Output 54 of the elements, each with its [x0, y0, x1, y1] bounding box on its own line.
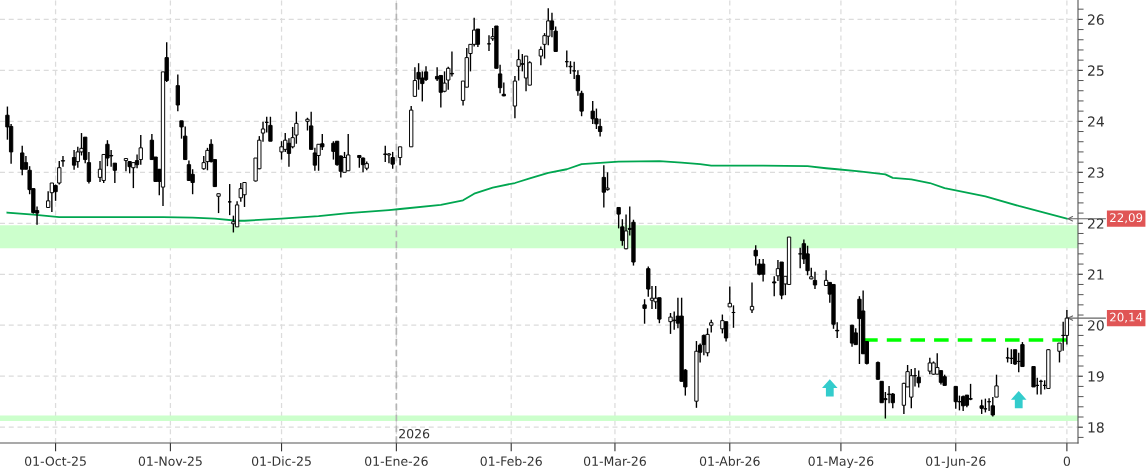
x-tick-label: 01-Ene-26: [365, 456, 428, 466]
candlestick: [123, 157, 129, 172]
x-tick-label: 01-Nov-25: [138, 456, 202, 466]
y-tick-label: 26: [1088, 14, 1104, 25]
y-tick-label: 20: [1088, 320, 1104, 331]
candlestick: [909, 368, 914, 410]
x-tick-label: 01-Oct-25: [25, 456, 86, 466]
candlestick: [346, 133, 351, 172]
candlestick: [238, 182, 243, 203]
candlestick: [812, 271, 818, 290]
candlestick: [449, 50, 455, 78]
candlestick: [749, 281, 755, 314]
candlestick: [175, 73, 180, 112]
candlestick: [705, 327, 710, 358]
candlestick: [953, 385, 958, 410]
candlestick: [331, 140, 336, 161]
y-tick-label: 22: [1088, 218, 1104, 229]
candlestick: [668, 312, 673, 335]
y-tick-label: 21: [1088, 269, 1104, 280]
y-tick-label: 25: [1088, 65, 1104, 76]
candlestick: [601, 164, 606, 209]
candlestick: [242, 181, 247, 208]
x-tick-label: 0: [1063, 456, 1071, 466]
x-tick-label: 01-Dic-25: [251, 456, 311, 466]
annotation: 20,14: [1110, 312, 1143, 323]
ref-line-label: 2026: [399, 428, 430, 439]
x-tick-label: 01-Mar-26: [583, 456, 646, 466]
candlestick: [590, 100, 595, 125]
annotation: 22,09: [1110, 213, 1143, 224]
y-tick-label: 23: [1088, 167, 1104, 178]
candlestick: [412, 66, 418, 98]
x-tick-label: 01-Abr-26: [699, 456, 760, 466]
candlestick: [294, 110, 299, 145]
candlestick: [772, 275, 777, 297]
candlestick: [1020, 341, 1025, 368]
x-tick-label: 01-Jun-26: [926, 456, 986, 468]
candlestick: [798, 247, 803, 269]
candlestick: [190, 168, 195, 195]
candlestick: [672, 310, 677, 331]
candlestick: [227, 183, 232, 216]
candlestick: [620, 218, 625, 247]
candlestick: [234, 200, 240, 228]
candlestick: [642, 298, 647, 325]
y-tick-label: 18: [1088, 422, 1104, 433]
candlestick: [342, 151, 347, 174]
candlestick: [138, 134, 143, 166]
candlestick: [397, 146, 403, 166]
candlestick: [720, 313, 725, 335]
candlestick: [216, 193, 221, 214]
y-tick-label: 24: [1088, 116, 1104, 127]
y-tick-label: 19: [1088, 371, 1104, 382]
candlestick: [605, 171, 610, 192]
x-tick-label: 01-Feb-26: [480, 456, 542, 466]
x-tick-label: 01-May-26: [808, 456, 874, 468]
